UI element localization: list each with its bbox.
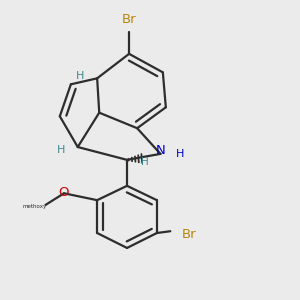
Text: methoxy: methoxy xyxy=(22,204,46,209)
Text: O: O xyxy=(58,186,69,199)
Text: H: H xyxy=(176,149,184,160)
Text: H: H xyxy=(76,71,84,81)
Text: Br: Br xyxy=(182,228,196,241)
Text: N: N xyxy=(156,144,165,158)
Text: H: H xyxy=(141,157,149,167)
Text: H: H xyxy=(57,145,65,155)
Text: Br: Br xyxy=(122,13,136,26)
